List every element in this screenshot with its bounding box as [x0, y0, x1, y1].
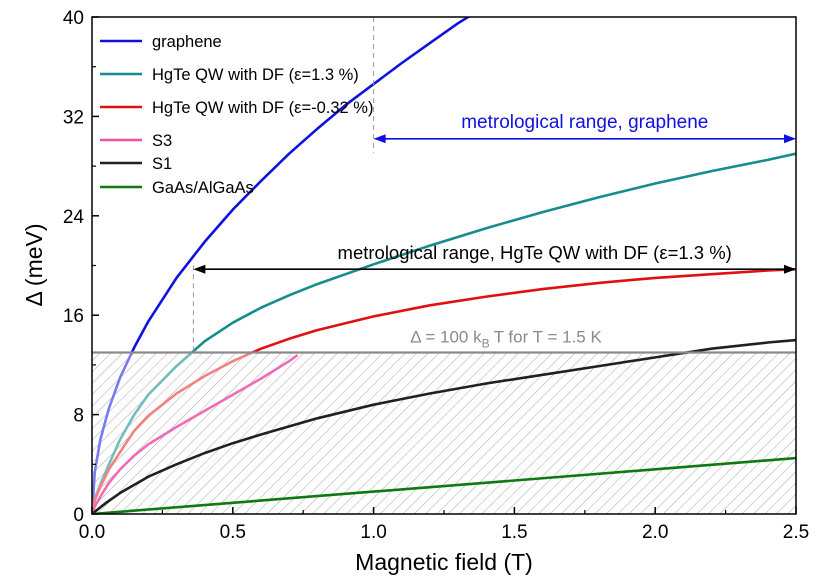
threshold-label: Δ = 100 kB T for T = 1.5 K [410, 327, 602, 350]
series-line-faded-s1 [92, 352, 696, 514]
series-line-hgte-qw-with-df-1-3 [189, 152, 796, 353]
series-line-faded-graphene [92, 352, 134, 514]
series-group-faded [92, 352, 796, 514]
series-group [130, 17, 796, 353]
x-tick-label: 2.0 [642, 522, 668, 543]
y-tick-label: 24 [63, 207, 85, 228]
axis-ticks: 0.0 0.5 1.0 1.5 2.0 2.5 0 8 16 24 32 40 [63, 8, 809, 543]
x-tick-label: 0.5 [220, 522, 246, 543]
legend-label-hgte-qw-with-df-1-3: HgTe QW with DF (ε=1.3 %) [152, 66, 359, 84]
legend-label-s3: S3 [152, 132, 172, 150]
graphene-range-arrow-head-right [784, 134, 796, 144]
x-tick-label: 1.0 [360, 522, 386, 543]
legend-label-s1: S1 [152, 155, 172, 173]
x-tick-label: 1.5 [501, 522, 527, 543]
y-tick-label: 32 [63, 107, 84, 128]
legend-label-gaas-algaas: GaAs/AlGaAs [152, 179, 254, 197]
hgte-range-arrow-head-right [784, 264, 796, 274]
legend-label-hgte-qw-with-df-0-32: HgTe QW with DF (ε=-0.32 %) [152, 99, 373, 117]
series-line-faded-hgte-qw-with-df-1-3 [92, 352, 194, 514]
x-tick-label: 0.0 [79, 522, 105, 543]
hgte-range-label: metrological range, HgTe QW with DF (ε=1… [338, 242, 732, 263]
graphene-range-label: metrological range, graphene [461, 112, 708, 133]
graphene-range-arrow-head-left [373, 134, 386, 144]
y-tick-label: 16 [63, 306, 84, 327]
series-line-faded-gaas-algaas [92, 456, 796, 514]
y-axis-title: Δ (meV) [21, 223, 47, 306]
y-tick-label: 0 [73, 505, 84, 526]
hgte-range-arrow-head-left [193, 264, 206, 274]
legend-label-graphene: graphene [152, 33, 222, 51]
hatched-region-below-threshold [92, 352, 796, 514]
legend: graphene HgTe QW with DF (ε=1.3 %) HgTe QW… [100, 33, 373, 197]
y-tick-label: 40 [63, 8, 84, 29]
series-line-hgte-qw-with-df-0-32 [249, 267, 796, 353]
series-line-faded-s3 [92, 353, 299, 514]
annotations: metrological range, graphene metrological… [193, 112, 796, 274]
x-axis-title: Magnetic field (T) [355, 549, 533, 575]
series-line-graphene [130, 17, 471, 353]
y-tick-label: 8 [73, 406, 84, 427]
series-line-faded-hgte-qw-with-df-0-32 [92, 352, 256, 514]
x-tick-label: 2.5 [783, 522, 809, 543]
